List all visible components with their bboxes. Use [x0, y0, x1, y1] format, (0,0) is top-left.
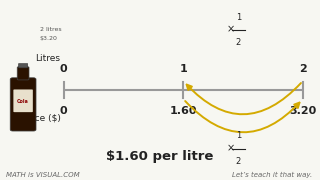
FancyBboxPatch shape	[13, 89, 33, 112]
Text: 0: 0	[60, 64, 68, 74]
FancyArrowPatch shape	[187, 83, 301, 114]
Text: 1: 1	[236, 131, 241, 140]
Text: 1.60: 1.60	[170, 106, 197, 116]
Text: ×: ×	[227, 143, 235, 154]
FancyArrowPatch shape	[185, 101, 300, 132]
Text: Cola: Cola	[17, 99, 29, 104]
Text: 2: 2	[236, 38, 241, 47]
FancyBboxPatch shape	[17, 67, 29, 80]
Text: 1: 1	[236, 13, 241, 22]
Text: 0: 0	[60, 106, 68, 116]
Text: ×: ×	[227, 25, 235, 35]
Text: $3.20: $3.20	[40, 36, 58, 41]
Text: 2: 2	[299, 64, 307, 74]
Text: 1: 1	[180, 64, 187, 74]
Text: 2: 2	[236, 157, 241, 166]
Text: Let’s teach it that way.: Let’s teach it that way.	[232, 172, 312, 178]
Text: 3.20: 3.20	[289, 106, 316, 116]
Text: $1.60 per litre: $1.60 per litre	[106, 150, 213, 163]
FancyBboxPatch shape	[10, 78, 36, 131]
Text: MATH is VISUAL.COM: MATH is VISUAL.COM	[6, 172, 80, 178]
FancyBboxPatch shape	[19, 64, 28, 68]
Text: Litres: Litres	[36, 54, 60, 63]
Text: Price ($): Price ($)	[23, 113, 60, 122]
Text: 2 litres: 2 litres	[40, 27, 61, 32]
